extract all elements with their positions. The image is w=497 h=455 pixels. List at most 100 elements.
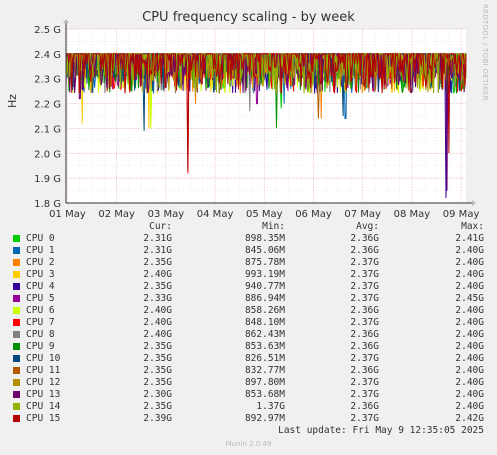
legend-avg: 2.37G	[350, 317, 379, 328]
chart-series-group	[65, 52, 467, 199]
legend-row: CPU 7 2.40G 848.10M 2.37G 2.40G	[0, 317, 497, 329]
legend-name: CPU 13	[26, 389, 61, 400]
legend-swatch	[13, 343, 20, 350]
legend-header-min: Min:	[262, 221, 285, 232]
legend-avg: 2.36G	[350, 365, 379, 376]
legend-swatch	[13, 391, 20, 398]
legend-name: CPU 3	[26, 269, 55, 280]
legend-header: Cur: Min: Avg: Max:	[0, 221, 497, 233]
legend-min: 940.77M	[244, 281, 285, 292]
legend-row: CPU 10 2.35G 826.51M 2.37G 2.40G	[0, 353, 497, 365]
legend-cur: 2.40G	[143, 317, 172, 328]
legend-avg: 2.36G	[350, 305, 379, 316]
legend-swatch	[13, 355, 20, 362]
legend-name: CPU 8	[26, 329, 55, 340]
legend-min: 858.26M	[244, 305, 285, 316]
y-tick-label: 2.4 G	[34, 50, 61, 61]
last-update: Last update: Fri May 9 12:35:05 2025	[278, 425, 484, 436]
legend-name: CPU 0	[26, 233, 55, 244]
y-tick-label: 2.5 G	[34, 25, 61, 36]
legend-cur: 2.30G	[143, 389, 172, 400]
x-tick-label: 01 May	[49, 209, 86, 220]
legend-max: 2.42G	[455, 413, 484, 424]
legend-max: 2.40G	[455, 401, 484, 412]
legend-name: CPU 14	[26, 401, 61, 412]
legend-max: 2.40G	[455, 317, 484, 328]
y-axis-arrow	[63, 19, 69, 23]
legend-cur: 2.35G	[143, 401, 172, 412]
legend-max: 2.40G	[455, 305, 484, 316]
legend-min: 993.19M	[244, 269, 285, 280]
legend-avg: 2.37G	[350, 281, 379, 292]
x-tick-label: 06 May	[295, 209, 332, 220]
legend-name: CPU 9	[26, 341, 55, 352]
x-tick-label: 08 May	[394, 209, 431, 220]
legend-max: 2.40G	[455, 365, 484, 376]
x-tick-label: 05 May	[246, 209, 283, 220]
legend-row: CPU 12 2.35G 897.80M 2.37G 2.40G	[0, 377, 497, 389]
legend-max: 2.41G	[455, 233, 484, 244]
legend-min: 898.35M	[244, 233, 285, 244]
legend-swatch	[13, 271, 20, 278]
legend-row: CPU 0 2.31G 898.35M 2.36G 2.41G	[0, 233, 497, 245]
legend-swatch	[13, 283, 20, 290]
legend-avg: 2.36G	[350, 233, 379, 244]
legend-min: 875.78M	[244, 257, 285, 268]
legend-row: CPU 15 2.39G 892.97M 2.37G 2.42G	[0, 413, 497, 425]
legend-min: 886.94M	[244, 293, 285, 304]
chart-title: CPU frequency scaling - by week	[142, 10, 355, 25]
legend-min: 853.63M	[244, 341, 285, 352]
legend-name: CPU 5	[26, 293, 55, 304]
legend-max: 2.40G	[455, 389, 484, 400]
legend-cur: 2.31G	[143, 233, 172, 244]
legend-max: 2.40G	[455, 341, 484, 352]
legend-row: CPU 14 2.35G 1.37G 2.36G 2.40G	[0, 401, 497, 413]
legend-min: 862.43M	[244, 329, 285, 340]
y-tick-label: 2.1 G	[34, 124, 61, 135]
legend-row: CPU 8 2.40G 862.43M 2.36G 2.40G	[0, 329, 497, 341]
x-tick-label: 07 May	[344, 209, 381, 220]
legend-row: CPU 5 2.33G 886.94M 2.37G 2.45G	[0, 293, 497, 305]
legend-min: 1.37G	[256, 401, 285, 412]
legend-name: CPU 1	[26, 245, 55, 256]
legend-swatch	[13, 307, 20, 314]
rrdtool-credit: RRDTOOL / TOBI OETIKER	[481, 4, 489, 101]
legend-row: CPU 3 2.40G 993.19M 2.37G 2.40G	[0, 269, 497, 281]
y-tick-label: 2.3 G	[34, 75, 61, 86]
legend-cur: 2.40G	[143, 329, 172, 340]
y-tick-label: 1.9 G	[34, 174, 61, 185]
legend-row: CPU 6 2.40G 858.26M 2.36G 2.40G	[0, 305, 497, 317]
legend-avg: 2.36G	[350, 341, 379, 352]
legend-header-max: Max:	[461, 221, 484, 232]
legend-cur: 2.35G	[143, 365, 172, 376]
legend-max: 2.40G	[455, 257, 484, 268]
legend-header-cur: Cur:	[149, 221, 172, 232]
legend-cur: 2.31G	[143, 245, 172, 256]
x-tick-label: 04 May	[197, 209, 234, 220]
legend-name: CPU 2	[26, 257, 55, 268]
legend-max: 2.45G	[455, 293, 484, 304]
legend-avg: 2.36G	[350, 401, 379, 412]
legend-avg: 2.37G	[350, 257, 379, 268]
legend-name: CPU 7	[26, 317, 55, 328]
legend-max: 2.40G	[455, 353, 484, 364]
legend-cur: 2.40G	[143, 305, 172, 316]
legend-avg: 2.37G	[350, 377, 379, 388]
legend-row: CPU 1 2.31G 845.06M 2.36G 2.40G	[0, 245, 497, 257]
legend-max: 2.40G	[455, 269, 484, 280]
legend-avg: 2.36G	[350, 329, 379, 340]
legend-avg: 2.37G	[350, 293, 379, 304]
legend-max: 2.40G	[455, 281, 484, 292]
legend-cur: 2.33G	[143, 293, 172, 304]
legend-row: CPU 4 2.35G 940.77M 2.37G 2.40G	[0, 281, 497, 293]
x-tick-label: 02 May	[98, 209, 135, 220]
legend-avg: 2.37G	[350, 353, 379, 364]
legend-swatch	[13, 331, 20, 338]
legend-max: 2.40G	[455, 377, 484, 388]
legend-swatch	[13, 403, 20, 410]
legend-swatch	[13, 379, 20, 386]
legend-cur: 2.35G	[143, 341, 172, 352]
chart-plot: 2.5 G 2.4 G 2.3 G 2.2 G 2.1 G 2.0 G 1.9 G 1.8 G…	[34, 19, 480, 220]
legend-min: 892.97M	[244, 413, 285, 424]
x-tick-label: 09 May	[443, 209, 480, 220]
